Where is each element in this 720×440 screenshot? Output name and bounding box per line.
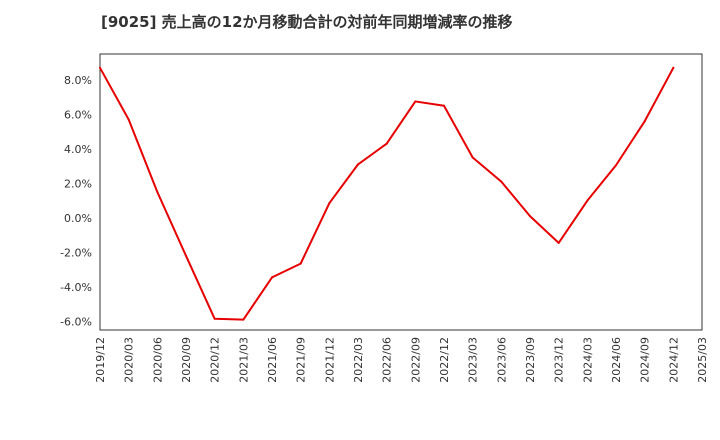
x-tick-label: 2020/03	[123, 337, 136, 383]
series-layer	[99, 66, 675, 321]
x-tick-label: 2024/03	[581, 337, 594, 383]
y-tick-label: -4.0%	[60, 281, 92, 294]
label-layer: -6.0% -4.0% -2.0% 0.0% 2.0% 4.0% 6.0% 8.0% 2019/…	[60, 74, 709, 383]
x-tick-label: 2021/09	[295, 337, 308, 383]
data-point	[357, 163, 359, 166]
x-tick-label: 2019/12	[94, 337, 107, 383]
data-point	[185, 254, 187, 257]
x-tick-label: 2024/09	[639, 337, 652, 383]
data-point	[127, 118, 130, 121]
x-tick-label: 2025/03	[696, 337, 709, 383]
data-point	[643, 120, 646, 123]
data-point	[529, 215, 531, 218]
data-point	[299, 262, 302, 265]
y-tick-label: -6.0%	[60, 315, 92, 328]
data-point	[500, 180, 503, 183]
y-tick-label: -2.0%	[60, 246, 92, 259]
x-tick-label: 2020/06	[151, 337, 164, 383]
x-tick-label: 2021/12	[323, 337, 336, 383]
data-point	[672, 66, 675, 69]
y-tick-label: 2.0%	[64, 177, 92, 190]
y-tick-label: 6.0%	[64, 108, 92, 121]
data-point	[328, 202, 331, 205]
x-tick-label: 2023/09	[524, 337, 537, 383]
data-point	[99, 66, 101, 69]
y-tick-label: 0.0%	[64, 212, 92, 225]
data-point	[471, 156, 474, 159]
x-tick-label: 2024/06	[610, 337, 623, 383]
data-point	[213, 317, 216, 320]
x-tick-label: 2022/03	[352, 337, 365, 383]
y-tick-label: 4.0%	[64, 143, 92, 156]
x-tick-label: 2022/09	[409, 337, 422, 383]
data-point	[156, 191, 159, 193]
data-point	[615, 164, 617, 167]
x-tick-label: 2021/06	[266, 337, 279, 383]
x-tick-label: 2023/06	[495, 337, 508, 383]
data-point	[443, 104, 445, 107]
data-point	[414, 100, 417, 103]
x-tick-label: 2023/03	[467, 337, 480, 383]
x-tick-label: 2020/12	[209, 337, 222, 383]
data-point	[586, 199, 589, 202]
data-point	[242, 318, 245, 321]
data-point	[271, 276, 273, 279]
chart-title: [9025] 売上高の12か月移動合計の対前年同期増減率の推移	[101, 13, 513, 31]
x-tick-label: 2020/09	[180, 337, 193, 383]
data-point	[557, 241, 560, 244]
x-tick-label: 2024/12	[667, 337, 680, 383]
axis-layer	[99, 53, 703, 331]
data-point	[385, 142, 388, 145]
x-tick-label: 2022/06	[381, 337, 394, 383]
x-tick-label: 2023/12	[553, 337, 566, 383]
x-tick-label: 2022/12	[438, 337, 451, 383]
x-tick-label: 2021/03	[237, 337, 250, 383]
y-tick-label: 8.0%	[64, 74, 92, 87]
plot-area-frame	[99, 53, 703, 331]
